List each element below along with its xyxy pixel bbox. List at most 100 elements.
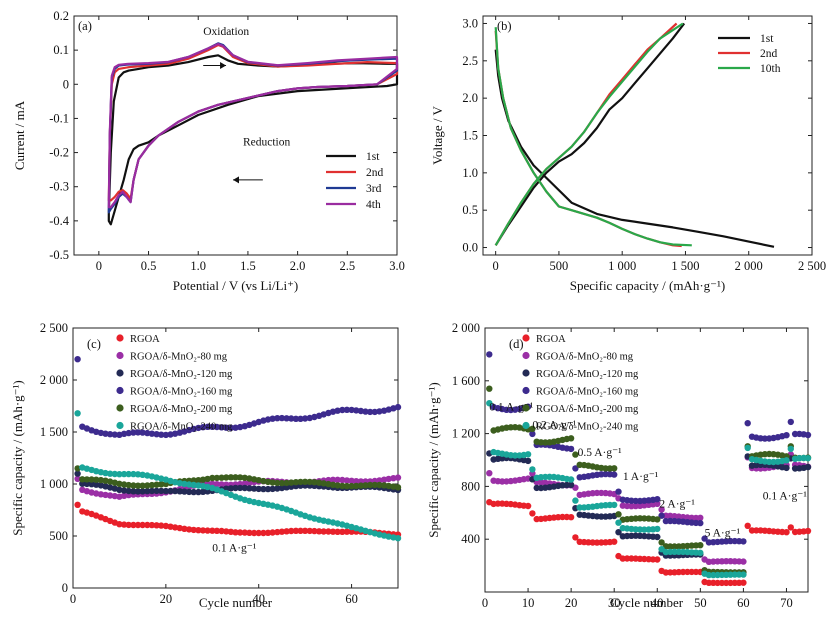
data-point bbox=[227, 424, 235, 431]
data-point bbox=[740, 538, 747, 545]
data-point bbox=[343, 482, 351, 490]
data-point bbox=[153, 522, 160, 529]
data-point bbox=[139, 429, 146, 436]
y-tick-label: 2 000 bbox=[40, 373, 68, 387]
x-tick-label: 1.5 bbox=[240, 259, 256, 273]
legend-label: RGOA bbox=[536, 334, 566, 345]
data-point bbox=[283, 415, 290, 422]
data-point bbox=[740, 579, 747, 586]
data-point bbox=[567, 514, 575, 521]
x-tick-label: 1.0 bbox=[190, 259, 206, 273]
y-tick-label: 1.0 bbox=[462, 166, 478, 180]
data-point bbox=[283, 479, 290, 487]
data-point bbox=[130, 470, 137, 478]
annotation: 0.1 A·g⁻¹ bbox=[212, 543, 257, 555]
data-point bbox=[697, 542, 704, 549]
data-point bbox=[190, 488, 197, 496]
y-axis-title: Current / mA bbox=[12, 100, 27, 170]
legend-label: RGOA/δ-MnO₂-120 mg bbox=[130, 369, 233, 380]
data-point bbox=[213, 481, 221, 488]
data-point bbox=[130, 429, 137, 436]
data-point bbox=[144, 488, 151, 495]
data-point bbox=[74, 475, 81, 482]
data-point bbox=[572, 497, 579, 504]
y-tick-label: -0.1 bbox=[49, 111, 69, 125]
data-point bbox=[362, 408, 369, 415]
legend-swatch bbox=[522, 351, 530, 360]
data-point bbox=[227, 485, 235, 492]
x-tick-label: 50 bbox=[694, 596, 707, 610]
x-tick-label: 2 000 bbox=[735, 259, 763, 273]
data-point bbox=[255, 529, 262, 537]
data-point bbox=[278, 479, 286, 487]
y-tick-label: 1.5 bbox=[462, 129, 478, 143]
x-tick-label: 0 bbox=[70, 592, 76, 606]
data-point bbox=[524, 451, 532, 458]
data-point bbox=[306, 527, 313, 535]
x-tick-label: 30 bbox=[608, 596, 621, 610]
data-point bbox=[218, 527, 225, 535]
data-point bbox=[288, 415, 295, 422]
data-point bbox=[486, 385, 493, 392]
data-point bbox=[654, 533, 661, 541]
legend-swatch bbox=[116, 369, 124, 377]
data-point bbox=[297, 527, 304, 534]
data-point bbox=[195, 527, 202, 534]
data-point bbox=[654, 556, 661, 563]
data-point bbox=[162, 431, 170, 439]
data-point bbox=[701, 535, 708, 542]
data-point bbox=[111, 431, 119, 438]
data-point bbox=[120, 521, 128, 528]
x-tick-label: 2.5 bbox=[339, 259, 355, 273]
x-tick-label: 3.0 bbox=[389, 259, 405, 273]
x-tick-label: 20 bbox=[160, 592, 173, 606]
data-point bbox=[311, 479, 318, 486]
data-point bbox=[111, 470, 119, 478]
data-point bbox=[158, 431, 165, 438]
data-point bbox=[572, 451, 579, 458]
x-tick-label: 60 bbox=[737, 596, 750, 610]
legend-swatch bbox=[522, 369, 530, 377]
series-line bbox=[107, 42, 399, 209]
x-tick-label: 2 500 bbox=[798, 259, 826, 273]
legend-swatch bbox=[116, 421, 124, 430]
y-tick-label: -0.5 bbox=[49, 248, 69, 262]
data-point bbox=[223, 528, 230, 535]
annotation: 0.1 A·g⁻¹ bbox=[489, 402, 534, 414]
x-tick-label: 0 bbox=[482, 596, 488, 610]
data-point bbox=[376, 481, 383, 489]
data-point bbox=[339, 482, 346, 490]
legend-swatch bbox=[116, 351, 124, 360]
data-point bbox=[783, 457, 790, 464]
data-point bbox=[255, 499, 262, 507]
data-point bbox=[301, 527, 309, 534]
data-point bbox=[334, 482, 341, 489]
data-point bbox=[171, 487, 179, 495]
data-point bbox=[804, 527, 812, 535]
data-point bbox=[353, 478, 360, 485]
legend-swatch bbox=[116, 334, 124, 342]
data-point bbox=[787, 445, 794, 453]
data-point bbox=[171, 524, 179, 531]
data-point bbox=[246, 529, 253, 536]
data-point bbox=[804, 463, 812, 471]
data-point bbox=[353, 482, 360, 490]
data-point bbox=[658, 539, 665, 546]
annotation: 0.5 A·g⁻¹ bbox=[578, 447, 623, 459]
plot-frame bbox=[73, 15, 398, 256]
data-point bbox=[654, 496, 661, 503]
data-point bbox=[524, 457, 532, 465]
data-point bbox=[297, 415, 304, 422]
data-point bbox=[283, 528, 290, 535]
legend-label: RGOA/δ-MnO₂-240 mg bbox=[130, 422, 233, 433]
data-point bbox=[246, 485, 253, 492]
data-point bbox=[611, 465, 618, 472]
data-point bbox=[199, 424, 207, 431]
annotation: 1 A·g⁻¹ bbox=[623, 471, 659, 483]
data-point bbox=[394, 403, 402, 411]
data-point bbox=[334, 407, 341, 414]
data-point bbox=[167, 487, 174, 495]
data-point bbox=[339, 406, 346, 414]
data-point bbox=[339, 528, 346, 535]
data-point bbox=[232, 529, 239, 536]
